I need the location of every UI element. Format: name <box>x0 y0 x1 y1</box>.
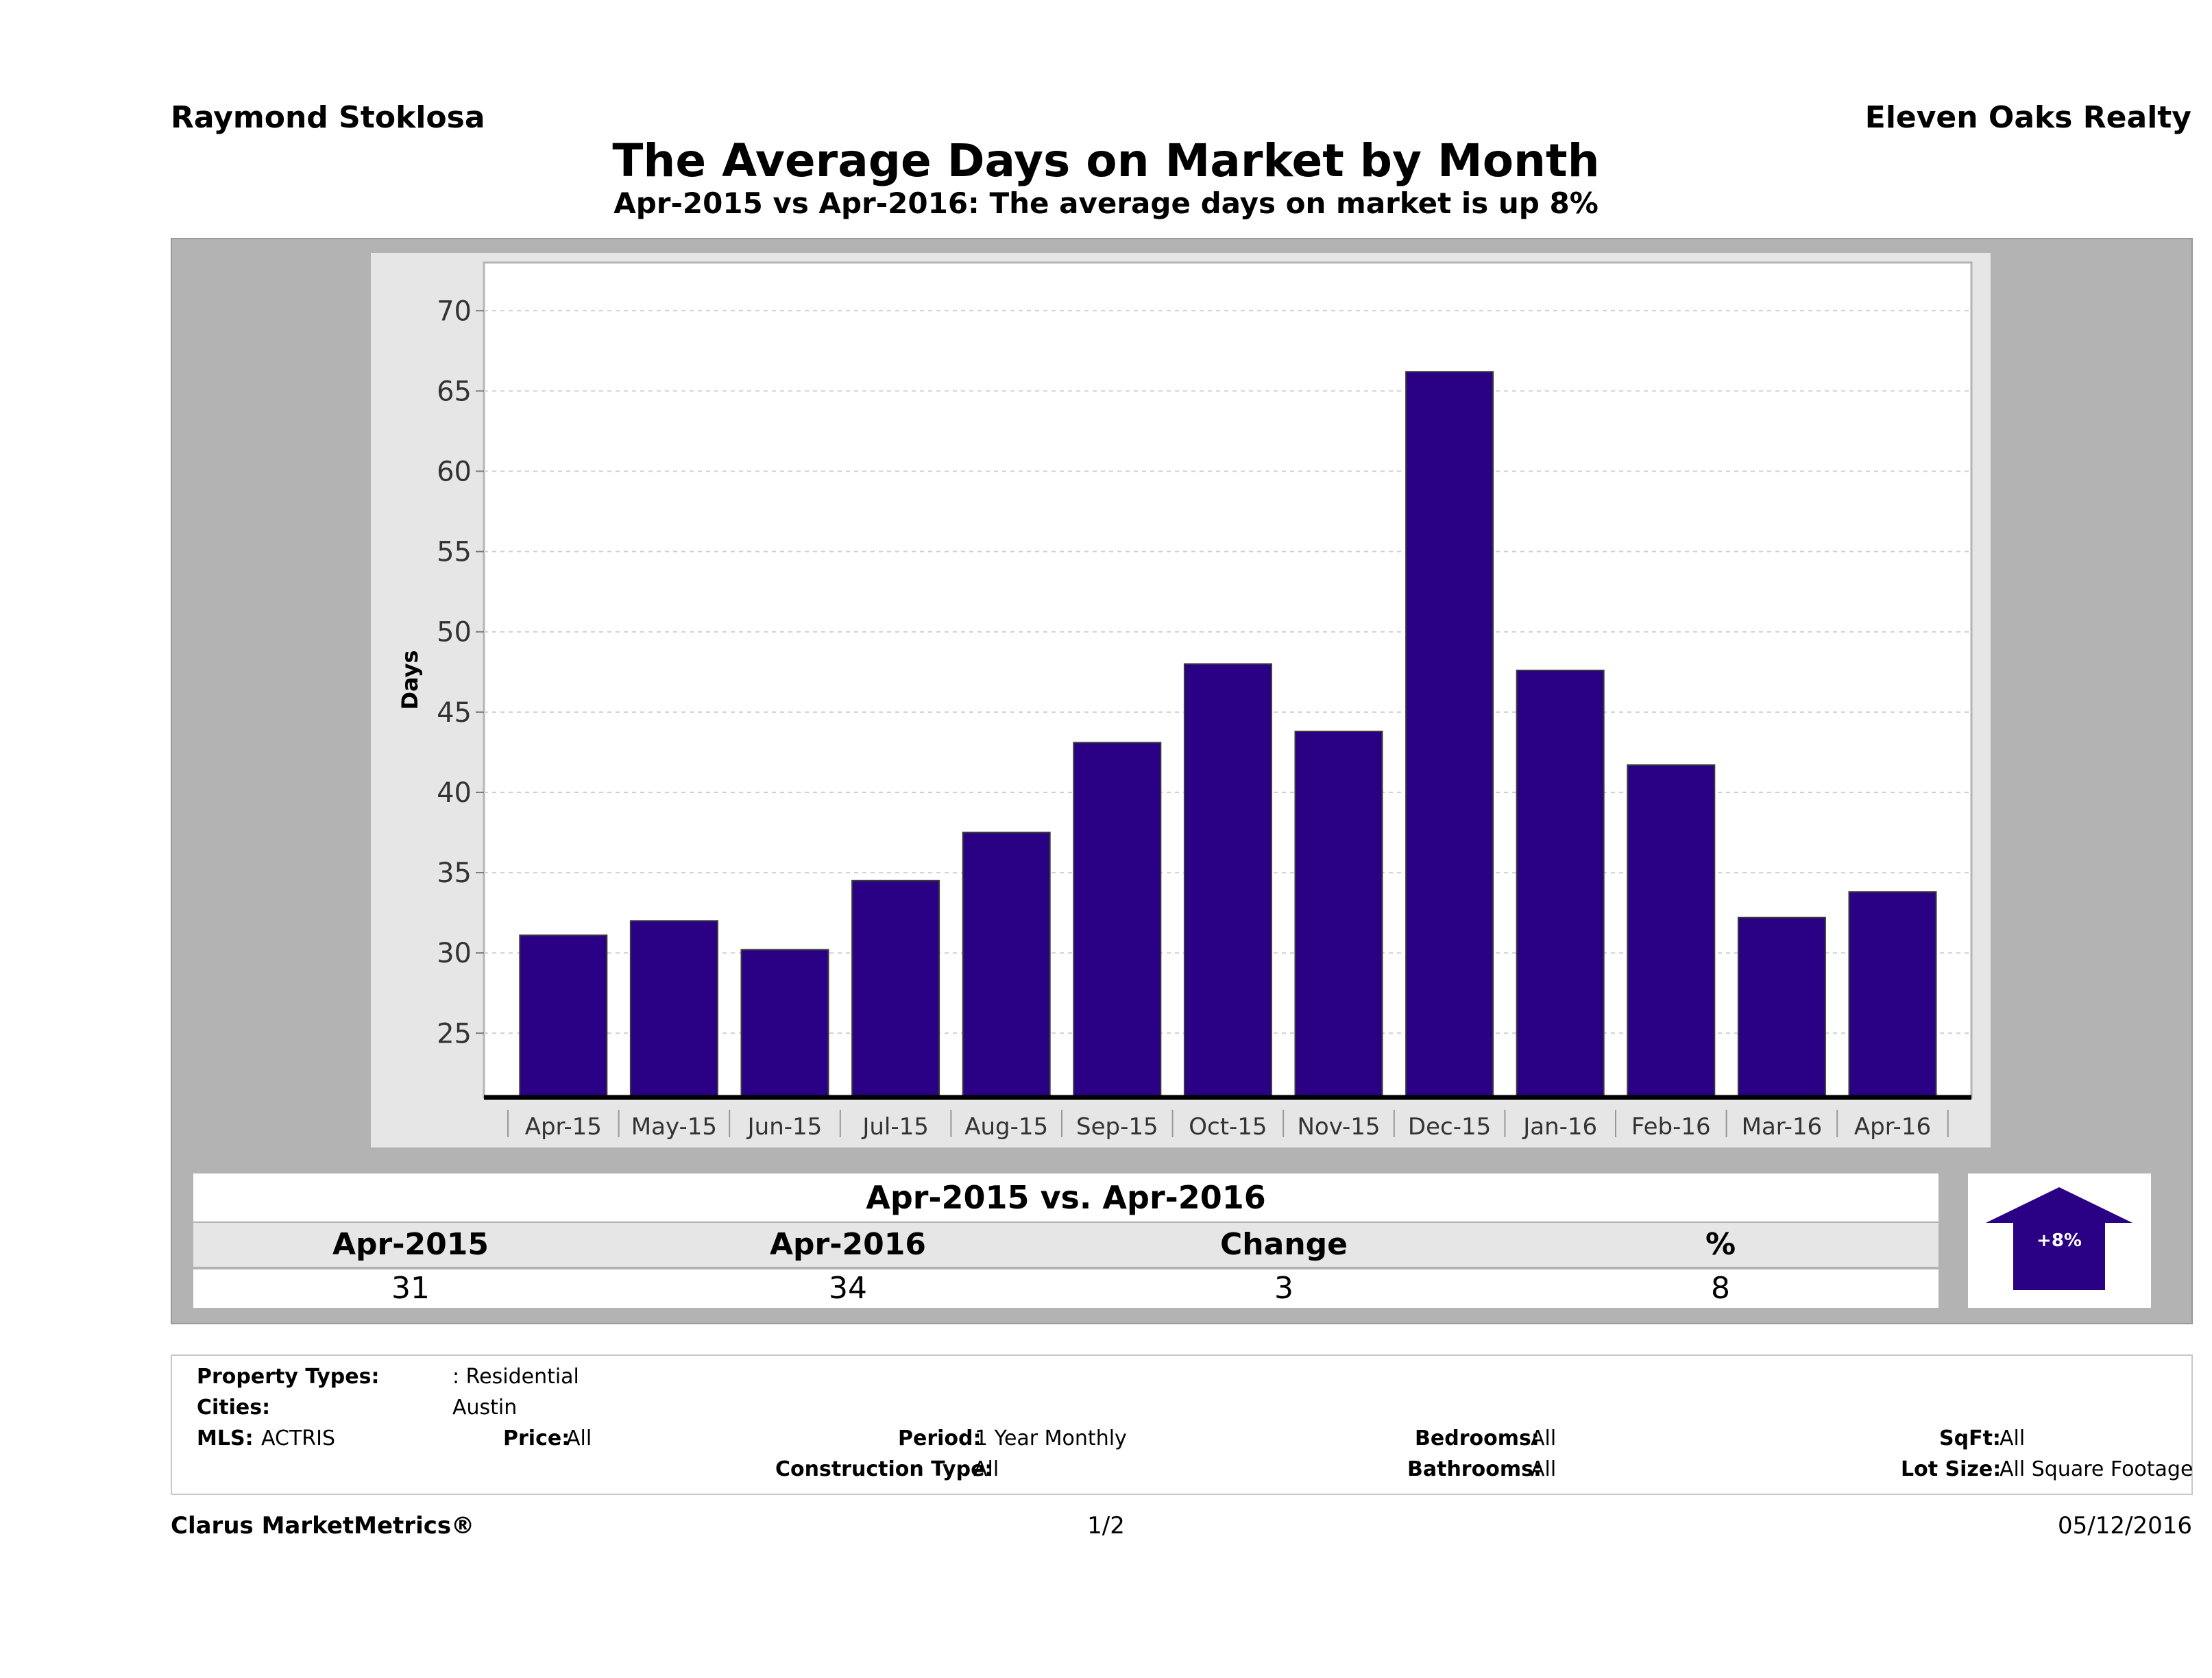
price-value: All <box>566 1426 592 1450</box>
agent-name: Raymond Stoklosa <box>171 100 485 135</box>
bar-aug-15 <box>962 831 1051 1098</box>
sqft-value: All <box>2000 1426 2026 1450</box>
up-arrow-icon <box>1986 1187 2132 1290</box>
header-change: Change <box>1220 1227 1348 1262</box>
construction-type-label: Construction Type: <box>775 1457 993 1481</box>
x-tick-label: Jul-15 <box>861 1113 929 1141</box>
footer-date: 05/12/2016 <box>2058 1512 2192 1540</box>
y-tick-label: 60 <box>437 457 472 488</box>
y-axis-label: Days <box>397 650 423 709</box>
x-tick-label: Feb-16 <box>1631 1113 1711 1141</box>
lot-size-value: All Square Footage <box>2000 1457 2193 1481</box>
bar-oct-15 <box>1183 663 1272 1098</box>
x-tick-label: Jun-15 <box>746 1113 823 1141</box>
header-apr-2015: Apr-2015 <box>332 1227 489 1262</box>
comparison-header-row: Apr-2015 Apr-2016 Change % <box>193 1223 1938 1267</box>
bedrooms-label: Bedrooms: <box>1415 1426 1540 1450</box>
x-tick-label: May-15 <box>631 1113 717 1141</box>
bar-mar-16 <box>1737 916 1826 1099</box>
bar-dec-15 <box>1405 371 1494 1098</box>
bar-jun-15 <box>740 949 829 1098</box>
x-tick-label: Sep-15 <box>1076 1113 1158 1141</box>
header-percent: % <box>1705 1227 1736 1262</box>
header-apr-2016: Apr-2016 <box>770 1227 926 1262</box>
bathrooms-label: Bathrooms: <box>1407 1457 1542 1481</box>
y-tick-label: 40 <box>437 777 472 809</box>
x-tick-label: Aug-15 <box>964 1113 1048 1141</box>
y-tick-label: 65 <box>437 376 472 407</box>
y-tick-label: 35 <box>437 858 472 889</box>
mls-value: ACTRIS <box>261 1426 336 1450</box>
bar-jul-15 <box>851 879 940 1098</box>
x-tick-label: Nov-15 <box>1298 1113 1381 1141</box>
bar-apr-15 <box>519 934 608 1099</box>
x-tick-label: Apr-16 <box>1854 1113 1931 1141</box>
y-tick-label: 55 <box>437 537 472 568</box>
price-label: Price: <box>503 1426 570 1450</box>
property-types-label: Property Types: <box>197 1365 380 1389</box>
construction-type-value: All <box>973 1457 999 1481</box>
y-tick-label: 45 <box>437 697 472 729</box>
chart-panel: 25 30 35 40 45 50 55 60 65 70 Days Apr-15 May-15 Jun-… <box>371 253 1991 1147</box>
y-tick-label: 50 <box>437 617 472 648</box>
bar-may-15 <box>629 920 718 1098</box>
value-apr-2016: 34 <box>829 1271 867 1306</box>
bar-nov-15 <box>1294 730 1383 1098</box>
mls-label: MLS: <box>197 1426 254 1450</box>
comparison-value-row: 31 34 3 8 <box>193 1269 1938 1308</box>
search-criteria <box>171 1354 2193 1495</box>
period-value: 1 Year Monthly <box>975 1426 1127 1450</box>
cities-label: Cities: <box>197 1396 271 1420</box>
property-types-value: : Residential <box>452 1365 579 1389</box>
bar-apr-16 <box>1848 891 1937 1099</box>
bar-jan-16 <box>1516 669 1605 1098</box>
x-tick-label: Oct-15 <box>1189 1113 1267 1141</box>
change-badge-label: +8% <box>2037 1230 2082 1251</box>
footer-brand: Clarus MarketMetrics® <box>171 1512 475 1540</box>
bedrooms-value: All <box>1531 1426 1557 1450</box>
x-tick-label: Jan-16 <box>1522 1113 1597 1141</box>
company-name: Eleven Oaks Realty <box>1864 100 2191 135</box>
bar-feb-16 <box>1627 764 1716 1099</box>
chart-subtitle: Apr-2015 vs Apr-2016: The average days o… <box>613 186 1599 220</box>
x-tick-label: Apr-15 <box>525 1113 602 1141</box>
comparison-table: Apr-2015 vs. Apr-2016 Apr-2015 Apr-2016 … <box>193 1174 1938 1308</box>
comparison-title: Apr-2015 vs. Apr-2016 <box>193 1174 1938 1221</box>
y-tick-label: 30 <box>437 938 472 969</box>
lot-size-label: Lot Size: <box>1901 1457 2002 1481</box>
bar-chart: 25 30 35 40 45 50 55 60 65 70 Days Apr-15 May-15 Jun-… <box>397 261 1973 1141</box>
sqft-label: SqFt: <box>1939 1426 2001 1450</box>
value-apr-2015: 31 <box>391 1271 430 1306</box>
cities-value: Austin <box>452 1396 518 1420</box>
bathrooms-value: All <box>1531 1457 1557 1481</box>
bar-sep-15 <box>1073 742 1162 1098</box>
x-tick-label: Mar-16 <box>1742 1113 1823 1141</box>
x-tick-label: Dec-15 <box>1408 1113 1491 1141</box>
value-percent: 8 <box>1711 1271 1730 1306</box>
y-tick-label: 25 <box>437 1018 472 1049</box>
y-tick-label: 70 <box>437 295 472 327</box>
chart-title: The Average Days on Market by Month <box>612 134 1600 187</box>
change-badge: +8% <box>1968 1174 2151 1308</box>
period-label: Period: <box>898 1426 982 1450</box>
value-change: 3 <box>1274 1271 1293 1306</box>
footer-page: 1/2 <box>1087 1512 1125 1540</box>
